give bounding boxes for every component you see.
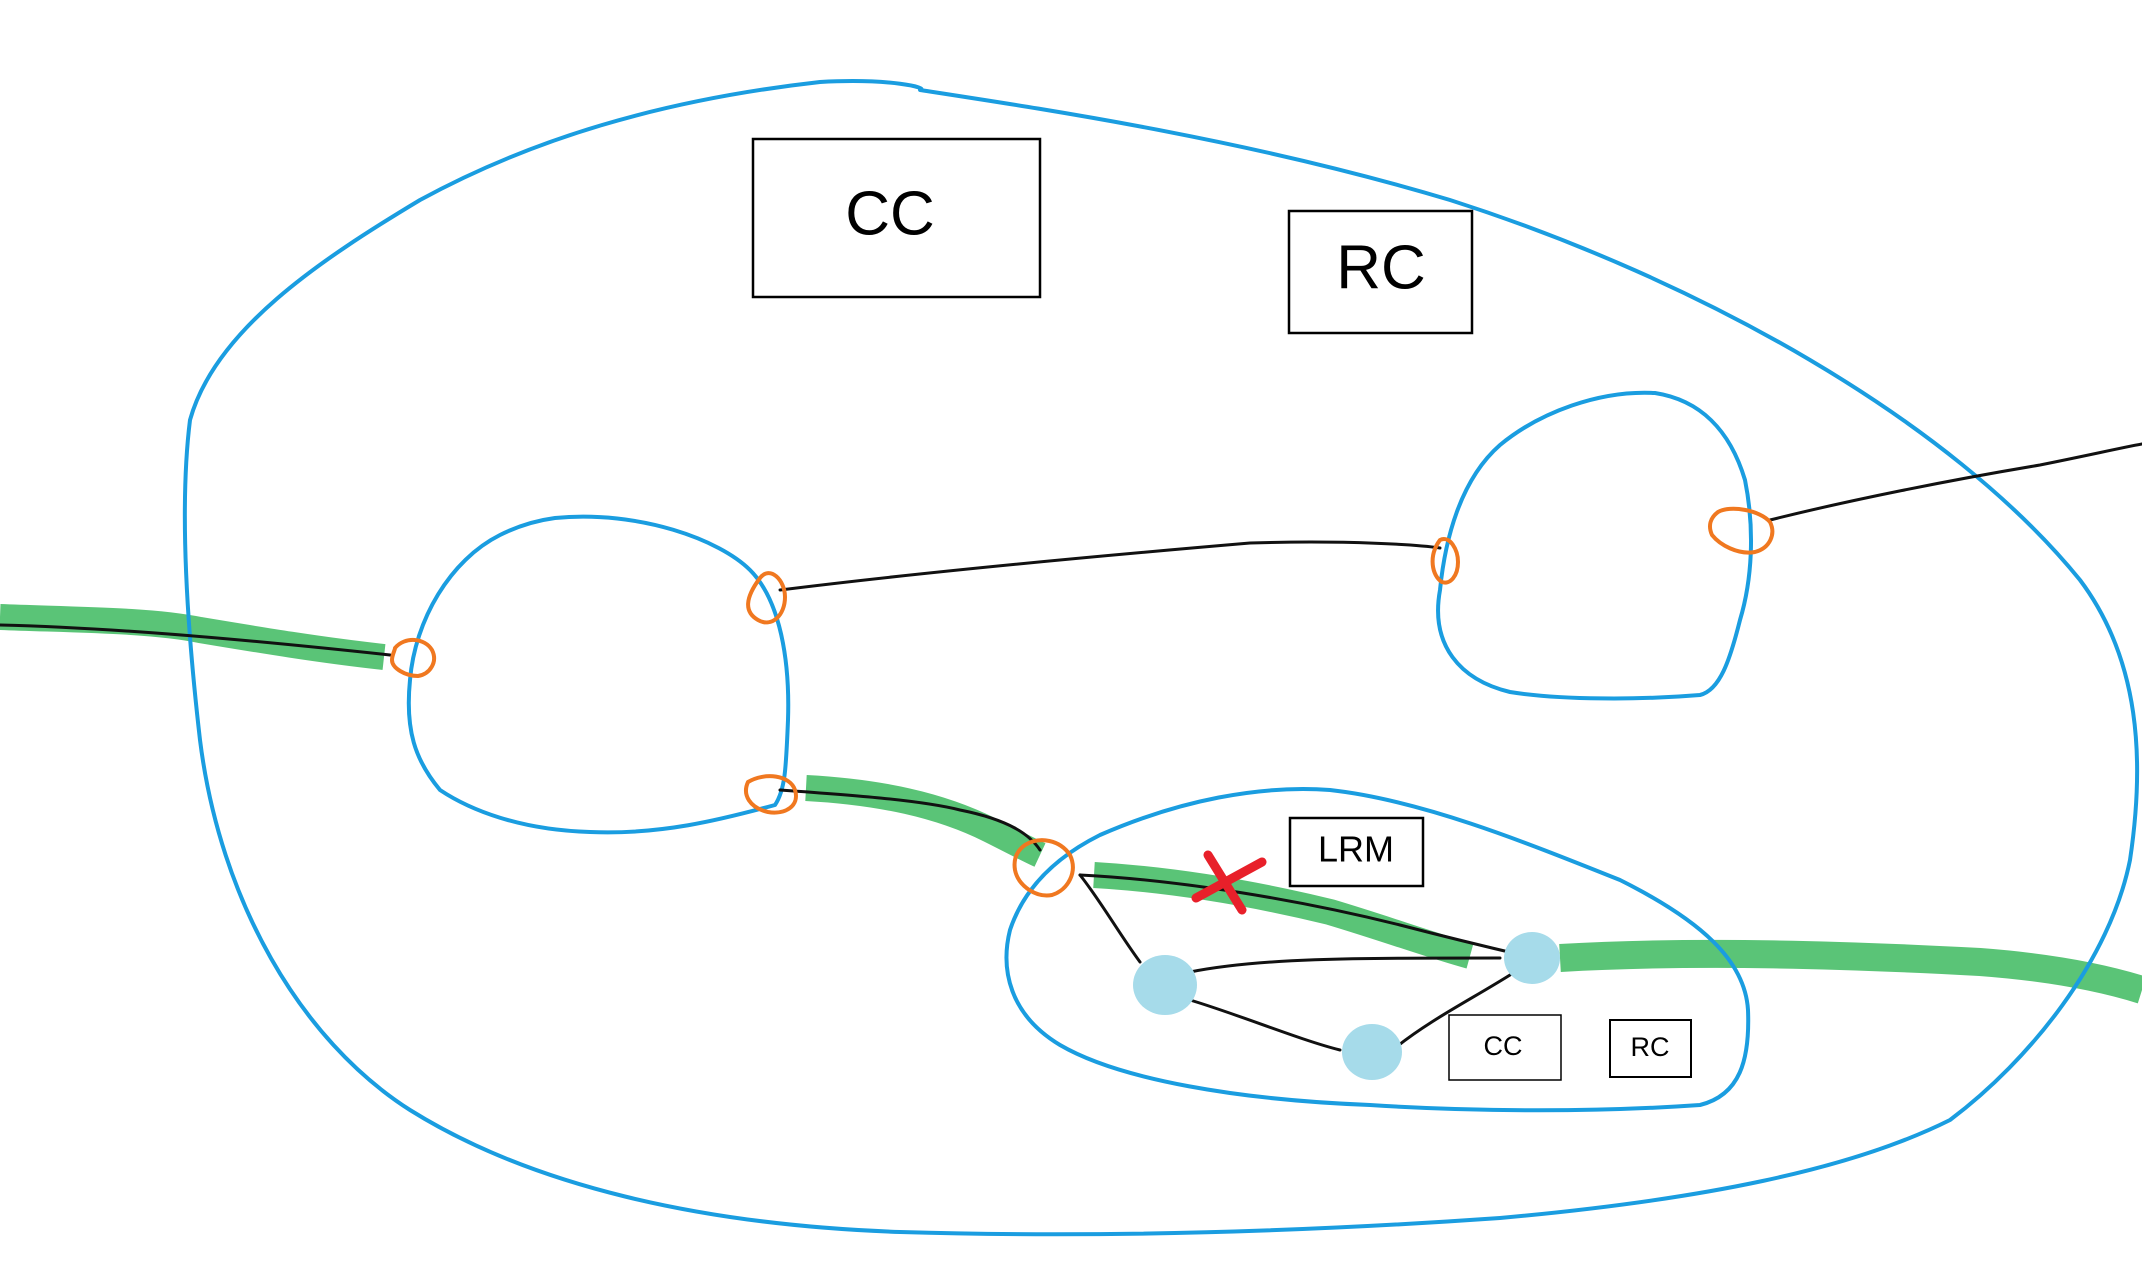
links (0, 442, 2142, 1052)
inner-cc-label: CC (1484, 1031, 1523, 1061)
link-left-subdomain-to-inner (778, 788, 1042, 852)
link-ingress-to-nodeA (1078, 873, 1142, 964)
outer-rc-label: RC (1336, 233, 1426, 302)
ring-icon[interactable] (744, 774, 798, 815)
link-nodeA-to-egress (1188, 956, 1502, 974)
lrm-label: LRM (1318, 829, 1394, 870)
ring-icon[interactable] (390, 638, 437, 678)
right-subdomain-boundary (1436, 390, 1754, 701)
highlight-segment-middle (805, 775, 1046, 867)
inner-cc-box: CC (1448, 1014, 1562, 1081)
ring-icon[interactable] (1012, 838, 1075, 898)
link-nodeB-to-egress (1393, 973, 1512, 1050)
outer-cc-label: CC (845, 179, 935, 248)
inner-rc-label: RC (1631, 1032, 1670, 1062)
circle-icon[interactable] (1133, 955, 1197, 1015)
outer-domain-boundary (182, 79, 2140, 1237)
border-nodes (390, 506, 1775, 898)
outer-rc-box: RC (1287, 209, 1474, 335)
link-east-external (1768, 442, 2142, 522)
inner-domain-boundary (1004, 787, 1751, 1113)
internal-nodes (1133, 932, 1560, 1080)
highlighted-path (0, 604, 2142, 1004)
ring-icon[interactable] (746, 571, 787, 625)
ring-icon[interactable] (1430, 537, 1460, 585)
lrm-box: LRM (1288, 816, 1425, 888)
link-ingress-to-egress-top (1078, 873, 1532, 959)
link-west-external (0, 623, 392, 657)
circle-icon[interactable] (1342, 1024, 1402, 1080)
highlight-segment-east (1559, 939, 2142, 1004)
circle-icon[interactable] (1504, 932, 1560, 984)
link-left-to-right-subdomain (778, 540, 1442, 592)
inner-rc-box: RC (1609, 1019, 1692, 1078)
left-subdomain-boundary (406, 514, 791, 835)
link-nodeA-to-nodeB (1188, 998, 1342, 1052)
x-mark-icon (1191, 850, 1267, 915)
ring-icon[interactable] (1708, 506, 1775, 555)
outer-cc-box: CC (751, 137, 1042, 299)
